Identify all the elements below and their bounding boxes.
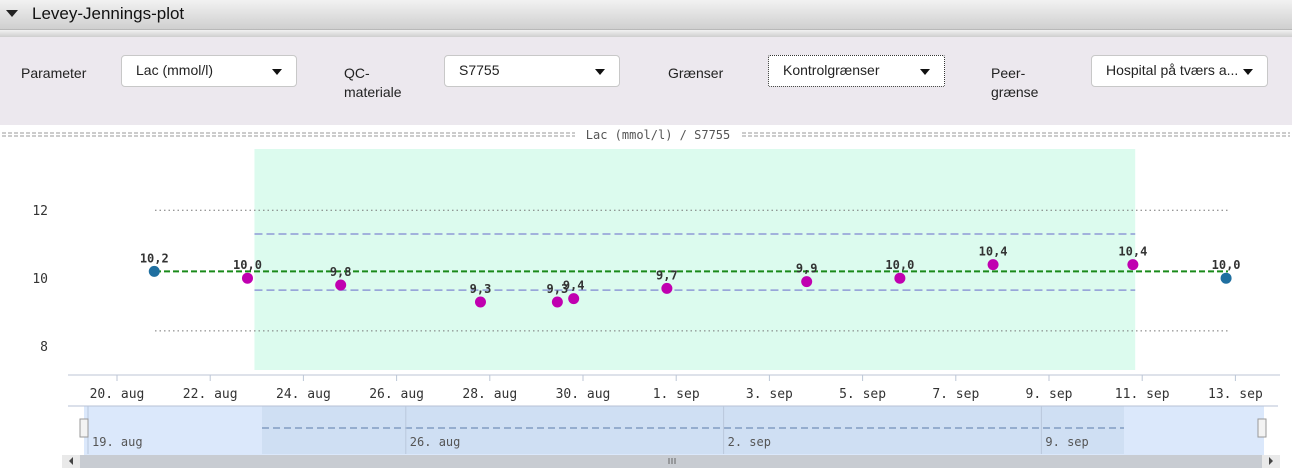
data-label: 9,3	[547, 282, 569, 296]
x-tick-label: 26. aug	[369, 387, 424, 402]
levey-jennings-chart: Lac (mmol/l) / S7755 8 10 12 20. aug 22. aug…	[2, 128, 1290, 468]
data-point[interactable]	[1127, 259, 1139, 271]
navigator[interactable]: 19. aug 26. aug 2. sep 9. sep	[62, 405, 1280, 468]
chevron-down-icon	[272, 69, 282, 75]
data-label: 10,0	[885, 258, 914, 272]
peer-limit-select[interactable]: Hospital på tværs a...	[1091, 55, 1268, 87]
data-point[interactable]	[568, 293, 580, 305]
chart-area: Lac (mmol/l) / S7755 8 10 12 20. aug 22. aug…	[0, 125, 1292, 468]
peer-limit-select-value: Hospital på tværs a...	[1106, 62, 1239, 78]
y-tick-label: 10	[32, 272, 48, 287]
data-label: 10,2	[140, 251, 169, 265]
peer-label-line2: grænse	[991, 84, 1039, 100]
y-tick-label: 12	[32, 204, 48, 219]
data-label: 10,4	[979, 245, 1008, 259]
navigator-right-handle[interactable]	[1257, 418, 1267, 438]
x-tick-label: 5. sep	[839, 387, 886, 402]
chart-title: Lac (mmol/l) / S7755	[586, 128, 731, 142]
x-tick-label: 9. sep	[1026, 387, 1073, 402]
x-tick-label: 7. sep	[932, 387, 979, 402]
chevron-down-icon	[920, 69, 930, 75]
data-point[interactable]	[1220, 272, 1232, 284]
panel-title: Levey-Jennings-plot	[32, 4, 185, 23]
qc-material-select-value: S7755	[459, 62, 500, 78]
data-point[interactable]	[241, 272, 253, 284]
x-tick-label: 1. sep	[653, 387, 700, 402]
navigator-selection[interactable]	[262, 406, 1124, 454]
parameter-label: Parameter	[21, 65, 87, 81]
data-point[interactable]	[801, 276, 813, 288]
x-tick-label: 3. sep	[746, 387, 793, 402]
parameter-select-value: Lac (mmol/l)	[136, 62, 214, 78]
qc-material-select[interactable]: S7755	[444, 55, 620, 87]
navigator-label: 9. sep	[1045, 435, 1088, 449]
header-shadow	[0, 30, 1292, 37]
control-band	[254, 149, 1136, 370]
data-label: 10,4	[1118, 245, 1147, 259]
peer-label-line1: Peer-	[991, 65, 1026, 81]
data-point[interactable]	[474, 296, 486, 308]
data-point[interactable]	[894, 272, 906, 284]
x-tick-label: 20. aug	[90, 387, 145, 402]
data-label: 10,0	[233, 258, 262, 272]
navigator-label: 26. aug	[410, 435, 461, 449]
parameter-select[interactable]: Lac (mmol/l)	[121, 55, 297, 87]
scrollbar-thumb[interactable]	[80, 455, 1262, 468]
collapse-triangle-icon[interactable]	[6, 10, 18, 17]
x-tick-label: 13. sep	[1208, 387, 1263, 402]
y-tick-label: 8	[40, 340, 48, 355]
scroll-left-arrow-icon[interactable]	[69, 457, 73, 465]
data-label: 9,7	[656, 268, 678, 282]
navigator-label: 19. aug	[92, 435, 143, 449]
qc-label-line1: QC-	[344, 65, 370, 81]
qc-label-line2: materiale	[344, 84, 402, 100]
x-tick-label: 30. aug	[556, 387, 611, 402]
x-tick-label: 11. sep	[1115, 387, 1170, 402]
data-point[interactable]	[661, 282, 673, 294]
data-label: 10,0	[1212, 258, 1241, 272]
data-point[interactable]	[335, 279, 347, 291]
x-tick-label: 28. aug	[462, 387, 517, 402]
x-tick-label: 24. aug	[276, 387, 331, 402]
controls-bar: Parameter Lac (mmol/l) QC- materiale S77…	[0, 37, 1292, 125]
data-label: 9,9	[796, 262, 818, 276]
data-label: 9,8	[330, 265, 352, 279]
navigator-label: 2. sep	[728, 435, 771, 449]
data-point[interactable]	[987, 259, 999, 271]
chevron-down-icon	[1243, 69, 1253, 75]
data-point[interactable]	[148, 265, 160, 277]
x-tick-label: 22. aug	[183, 387, 238, 402]
data-point[interactable]	[551, 296, 563, 308]
limits-label: Grænser	[668, 65, 724, 81]
scroll-right-arrow-icon[interactable]	[1269, 457, 1273, 465]
chevron-down-icon	[595, 69, 605, 75]
data-label: 9,3	[470, 282, 492, 296]
panel-header[interactable]: Levey-Jennings-plot	[0, 0, 1292, 30]
limits-select[interactable]: Kontrolgrænser	[768, 55, 945, 87]
plot-area: 8 10 12 20. aug 22. aug 24. aug 26. aug 28. aug…	[32, 149, 1280, 402]
data-label: 9,4	[563, 279, 585, 293]
limits-select-value: Kontrolgrænser	[783, 62, 880, 78]
navigator-left-handle[interactable]	[79, 418, 89, 438]
